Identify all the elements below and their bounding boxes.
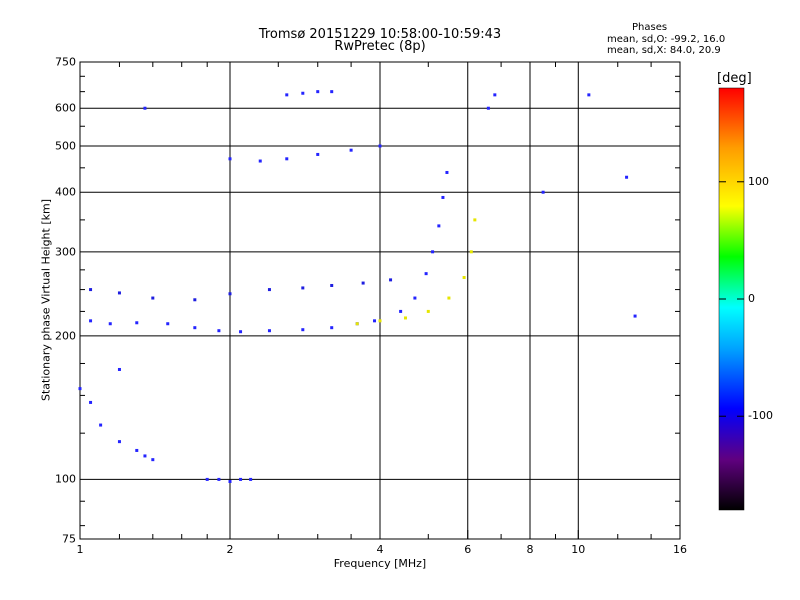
y-tick-label: 600 [55, 101, 76, 115]
colorbar-tick-label: 0 [748, 292, 755, 305]
scatter-point [633, 314, 637, 318]
scatter-point [625, 175, 629, 179]
scatter-point [389, 278, 393, 282]
scatter-point [267, 329, 271, 333]
x-tick-label: 16 [673, 543, 687, 556]
chart-subtitle: RwPretec (8p) [334, 39, 426, 54]
scatter-point [361, 281, 365, 285]
y-tick-label: 500 [55, 139, 76, 153]
colorbar-ticks [719, 181, 744, 417]
scatter-point [117, 367, 121, 371]
scatter-point [117, 291, 121, 295]
scatter-point [426, 309, 430, 313]
y-tick-label: 100 [55, 472, 76, 486]
scatter-point [78, 387, 82, 391]
scatter-point [424, 272, 428, 276]
y-axis-label: Stationary phase Virtual Height [km] [39, 198, 53, 402]
phase-stats-heading: Phases [632, 22, 668, 33]
phase-stats-o: mean, sd,O: -99.2, 16.0 [607, 34, 726, 45]
colorbar-tick-label: 100 [748, 174, 769, 188]
scatter-points [78, 90, 637, 483]
x-tick-label: 2 [226, 543, 234, 556]
scatter-point [166, 322, 170, 326]
scatter-point [462, 276, 466, 280]
x-axis-label: Frequency [MHz] [333, 557, 427, 570]
scatter-point [486, 106, 490, 110]
colorbar-tick-label: -100 [748, 409, 773, 423]
scatter-point [151, 458, 155, 462]
phase-stats-x: mean, sd,X: 84.0, 20.9 [607, 45, 721, 56]
minor-ticks [79, 62, 681, 539]
scatter-point [99, 423, 103, 427]
scatter-point [330, 90, 334, 94]
y-tick-label: 75 [62, 532, 76, 546]
scatter-point [228, 157, 232, 161]
scatter-point [143, 106, 147, 110]
scatter-point [89, 319, 93, 323]
colorbar-label: [deg] [717, 71, 752, 86]
scatter-point [437, 224, 441, 228]
scatter-point [89, 400, 93, 404]
scatter-point [378, 144, 382, 148]
scatter-point [587, 93, 591, 97]
scatter-point [205, 477, 209, 481]
scatter-point [403, 316, 407, 320]
scatter-point [151, 296, 155, 300]
scatter-point [301, 328, 305, 332]
scatter-point [378, 319, 382, 323]
scatter-point [135, 448, 139, 452]
x-tick-label: 6 [464, 543, 472, 556]
scatter-point [413, 296, 417, 300]
scatter-point [431, 250, 435, 254]
scatter-point [193, 298, 197, 302]
scatter-point [239, 477, 243, 481]
scatter-point [373, 319, 377, 323]
y-tick-label: 200 [55, 329, 76, 343]
scatter-point [143, 454, 147, 458]
scatter-point [249, 477, 253, 481]
scatter-point [239, 330, 243, 334]
scatter-point [330, 283, 334, 287]
scatter-point [316, 90, 320, 94]
scatter-point [441, 195, 445, 199]
x-tick-label: 4 [376, 543, 384, 556]
scatter-point [316, 152, 320, 156]
scatter-point [285, 93, 289, 97]
scatter-point [301, 91, 305, 95]
scatter-point [541, 190, 545, 194]
scatter-point [217, 477, 221, 481]
scatter-point [301, 286, 305, 290]
x-tick-label: 8 [526, 543, 534, 556]
scatter-point [108, 322, 112, 326]
scatter-point [258, 159, 262, 163]
scatter-point [445, 170, 449, 174]
scatter-point [349, 148, 353, 152]
scatter-point [217, 329, 221, 333]
scatter-point [473, 218, 477, 222]
scatter-point [267, 288, 271, 292]
x-tick-label: 10 [571, 543, 586, 556]
y-tick-label: 400 [55, 185, 76, 199]
scatter-point [330, 326, 334, 330]
scatter-point [228, 479, 232, 483]
scatter-point [228, 292, 232, 296]
scatter-point [117, 440, 121, 444]
scatter-point [285, 157, 289, 161]
scatter-point [355, 322, 359, 326]
x-tick-label: 1 [76, 543, 84, 556]
scatter-point [399, 309, 403, 313]
scatter-point [135, 321, 139, 325]
y-tick-label: 300 [55, 245, 76, 259]
chart-title: Tromsø 20151229 10:58:00-10:59:43 [258, 27, 502, 42]
scatter-point [89, 288, 93, 292]
scatter-point [447, 296, 451, 300]
y-tick-label: 750 [55, 55, 76, 69]
scatter-point [193, 326, 197, 330]
scatter-point [469, 250, 473, 254]
scatter-point [493, 93, 497, 97]
